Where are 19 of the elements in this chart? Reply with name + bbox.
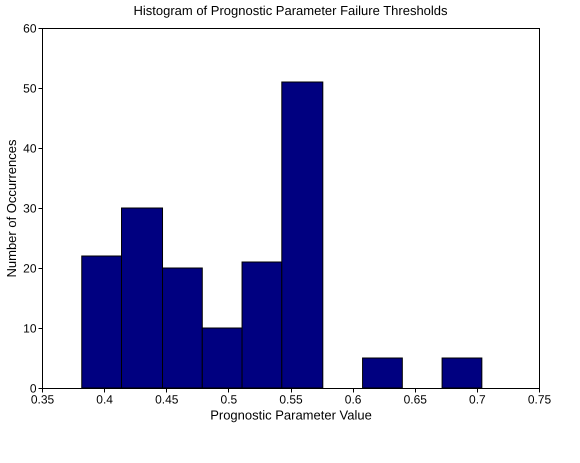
y-tick-label: 40 xyxy=(23,142,37,156)
y-tick-label: 50 xyxy=(23,82,37,96)
x-tick-label: 0.75 xyxy=(528,392,552,406)
x-tick-label: 0.35 xyxy=(30,392,54,406)
x-tick-label: 0.65 xyxy=(404,392,428,406)
y-tick-label: 10 xyxy=(23,322,37,336)
x-tick-label: 0.5 xyxy=(220,392,238,406)
y-tick-label: 20 xyxy=(23,262,37,276)
x-tick-label: 0.55 xyxy=(279,392,303,406)
x-tick-label: 0.4 xyxy=(96,392,114,406)
y-tick-label: 30 xyxy=(23,202,37,216)
x-tick-label: 0.6 xyxy=(344,392,362,406)
x-axis-title: Prognostic Parameter Value xyxy=(210,408,372,422)
x-tick-label: 0.45 xyxy=(155,392,179,406)
y-axis-title: Number of Occurrences xyxy=(4,139,20,278)
y-tick-label: 0 xyxy=(30,382,37,396)
chart-title: Histogram of Prognostic Parameter Failure Thresholds xyxy=(133,3,448,18)
y-tick-label: 60 xyxy=(23,22,37,36)
x-tick-label: 0.7 xyxy=(469,392,486,406)
